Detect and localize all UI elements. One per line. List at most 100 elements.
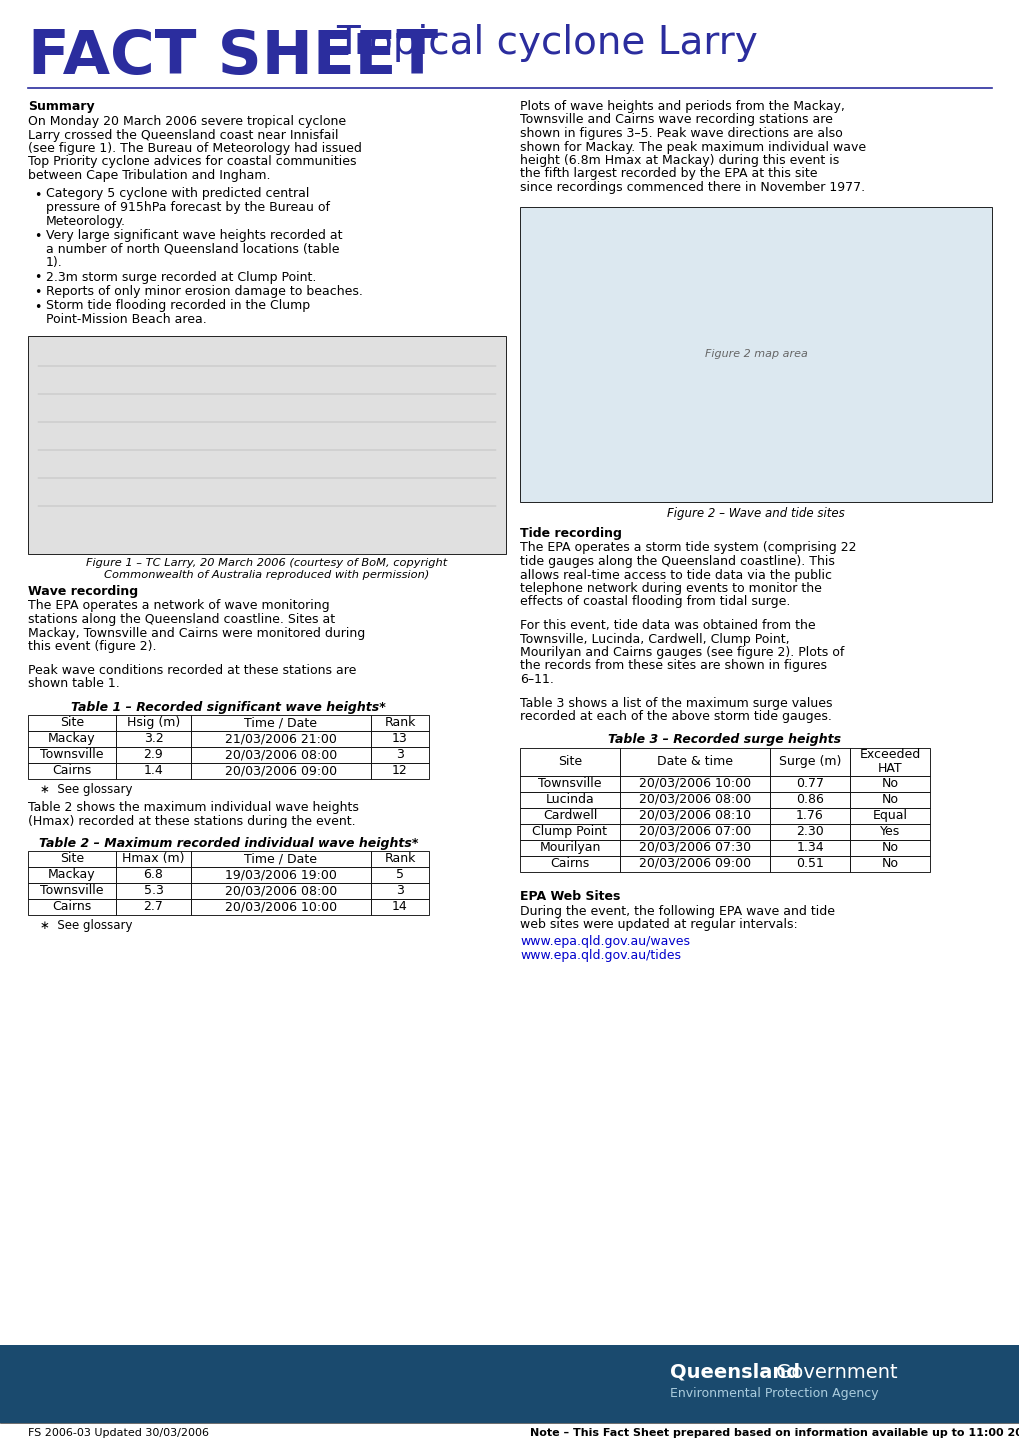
Text: 1).: 1). <box>46 255 63 268</box>
Text: No: No <box>880 841 898 854</box>
Bar <box>520 206 991 502</box>
Text: between Cape Tribulation and Ingham.: between Cape Tribulation and Ingham. <box>28 169 270 182</box>
Text: 2.7: 2.7 <box>144 900 163 913</box>
Text: 19/03/2006 19:00: 19/03/2006 19:00 <box>225 869 336 882</box>
Text: 20/03/2006 07:30: 20/03/2006 07:30 <box>638 841 750 854</box>
Text: The EPA operates a storm tide system (comprising 22: The EPA operates a storm tide system (co… <box>520 541 856 554</box>
Text: Mackay, Townsville and Cairns were monitored during: Mackay, Townsville and Cairns were monit… <box>28 626 365 639</box>
Bar <box>520 747 620 775</box>
Bar <box>769 792 849 808</box>
Bar <box>371 866 429 883</box>
Text: •: • <box>34 286 42 299</box>
Text: Larry crossed the Queensland coast near Innisfail: Larry crossed the Queensland coast near … <box>28 128 338 141</box>
Text: Top Priority cyclone advices for coastal communities: Top Priority cyclone advices for coastal… <box>28 156 357 169</box>
Bar <box>116 883 191 899</box>
Text: web sites were updated at regular intervals:: web sites were updated at regular interv… <box>520 918 797 931</box>
Text: FS 2006-03 Updated 30/03/2006: FS 2006-03 Updated 30/03/2006 <box>28 1429 209 1439</box>
Text: Category 5 cyclone with predicted central: Category 5 cyclone with predicted centra… <box>46 188 309 201</box>
Bar <box>769 808 849 824</box>
Text: 6.8: 6.8 <box>144 869 163 882</box>
Text: During the event, the following EPA wave and tide: During the event, the following EPA wave… <box>520 905 835 918</box>
Text: Figure 1 – TC Larry, 20 March 2006 (courtesy of BoM, copyright
Commonwealth of A: Figure 1 – TC Larry, 20 March 2006 (cour… <box>87 558 447 580</box>
Text: Time / Date: Time / Date <box>245 851 317 864</box>
Text: Lucinda: Lucinda <box>545 794 594 807</box>
Text: Table 3 – Recorded surge heights: Table 3 – Recorded surge heights <box>608 733 841 746</box>
Bar <box>116 714 191 730</box>
Text: Cairns: Cairns <box>550 857 589 870</box>
Text: 1.76: 1.76 <box>796 810 823 823</box>
Text: Clump Point: Clump Point <box>532 825 607 838</box>
Text: For this event, tide data was obtained from the: For this event, tide data was obtained f… <box>520 619 815 632</box>
Bar <box>371 746 429 762</box>
Bar <box>849 775 929 792</box>
Text: ∗  See glossary: ∗ See glossary <box>40 784 132 797</box>
Text: ∗  See glossary: ∗ See glossary <box>40 919 132 932</box>
Text: Hmax (m): Hmax (m) <box>122 851 184 864</box>
Text: Mackay: Mackay <box>48 869 96 882</box>
Text: Queensland: Queensland <box>669 1364 799 1382</box>
Bar <box>191 850 371 866</box>
Text: Figure 2 map area: Figure 2 map area <box>704 349 807 359</box>
Text: 20/03/2006 09:00: 20/03/2006 09:00 <box>225 763 336 776</box>
Text: Government: Government <box>769 1364 897 1382</box>
Text: Plots of wave heights and periods from the Mackay,: Plots of wave heights and periods from t… <box>520 100 844 113</box>
Bar <box>371 883 429 899</box>
Text: Meteorology.: Meteorology. <box>46 215 126 228</box>
Text: EPA Web Sites: EPA Web Sites <box>520 889 620 902</box>
Text: stations along the Queensland coastline. Sites at: stations along the Queensland coastline.… <box>28 613 335 626</box>
Text: Equal: Equal <box>871 810 907 823</box>
Text: tide gauges along the Queensland coastline). This: tide gauges along the Queensland coastli… <box>520 556 835 569</box>
Text: Storm tide flooding recorded in the Clump: Storm tide flooding recorded in the Clum… <box>46 300 310 313</box>
Text: Surge (m): Surge (m) <box>779 755 841 768</box>
Bar <box>371 730 429 746</box>
Bar <box>28 730 116 746</box>
Text: 20/03/2006 07:00: 20/03/2006 07:00 <box>638 825 750 838</box>
Text: telephone network during events to monitor the: telephone network during events to monit… <box>520 582 821 595</box>
Bar <box>28 746 116 762</box>
Text: (see figure 1). The Bureau of Meteorology had issued: (see figure 1). The Bureau of Meteorolog… <box>28 141 362 154</box>
Text: 21/03/2006 21:00: 21/03/2006 21:00 <box>225 732 336 745</box>
Text: FACT SHEET: FACT SHEET <box>28 27 438 87</box>
Text: since recordings commenced there in November 1977.: since recordings commenced there in Nove… <box>520 180 864 193</box>
Text: Tide recording: Tide recording <box>520 527 622 540</box>
Bar <box>849 792 929 808</box>
Text: Rank: Rank <box>384 851 416 864</box>
Text: Townsville: Townsville <box>40 885 104 898</box>
Text: Townsville, Lucinda, Cardwell, Clump Point,: Townsville, Lucinda, Cardwell, Clump Poi… <box>520 632 789 645</box>
Text: 5: 5 <box>395 869 404 882</box>
Bar <box>371 899 429 915</box>
Text: Mourilyan: Mourilyan <box>539 841 600 854</box>
Text: Cairns: Cairns <box>52 763 92 776</box>
Text: Table 1 – Recorded significant wave heights*: Table 1 – Recorded significant wave heig… <box>71 700 385 713</box>
Text: •: • <box>34 271 42 284</box>
Text: 0.51: 0.51 <box>795 857 823 870</box>
Bar <box>0 1345 1019 1423</box>
Text: Exceeded
HAT: Exceeded HAT <box>859 747 920 775</box>
Text: No: No <box>880 857 898 870</box>
Bar <box>769 747 849 775</box>
Bar <box>191 883 371 899</box>
Text: Figure 2 – Wave and tide sites: Figure 2 – Wave and tide sites <box>666 506 844 519</box>
Text: Note – This Fact Sheet prepared based on information available up to 11:00 20/03: Note – This Fact Sheet prepared based on… <box>530 1429 1019 1439</box>
Text: Mackay: Mackay <box>48 732 96 745</box>
Text: Table 2 – Maximum recorded individual wave heights*: Table 2 – Maximum recorded individual wa… <box>39 837 418 850</box>
Text: Tropical cyclone Larry: Tropical cyclone Larry <box>335 25 757 62</box>
Bar <box>769 840 849 856</box>
Bar <box>849 808 929 824</box>
Bar <box>849 856 929 872</box>
Text: Rank: Rank <box>384 716 416 729</box>
Bar <box>520 824 620 840</box>
Text: Cardwell: Cardwell <box>542 810 596 823</box>
Text: pressure of 915hPa forecast by the Bureau of: pressure of 915hPa forecast by the Burea… <box>46 201 330 214</box>
Bar <box>371 714 429 730</box>
Bar <box>849 840 929 856</box>
Bar <box>28 714 116 730</box>
Text: Hsig (m): Hsig (m) <box>126 716 180 729</box>
Bar <box>28 899 116 915</box>
Bar <box>191 762 371 779</box>
Bar <box>116 762 191 779</box>
Text: Very large significant wave heights recorded at: Very large significant wave heights reco… <box>46 229 342 242</box>
Text: 20/03/2006 08:10: 20/03/2006 08:10 <box>638 810 750 823</box>
Text: No: No <box>880 776 898 789</box>
Bar <box>520 856 620 872</box>
